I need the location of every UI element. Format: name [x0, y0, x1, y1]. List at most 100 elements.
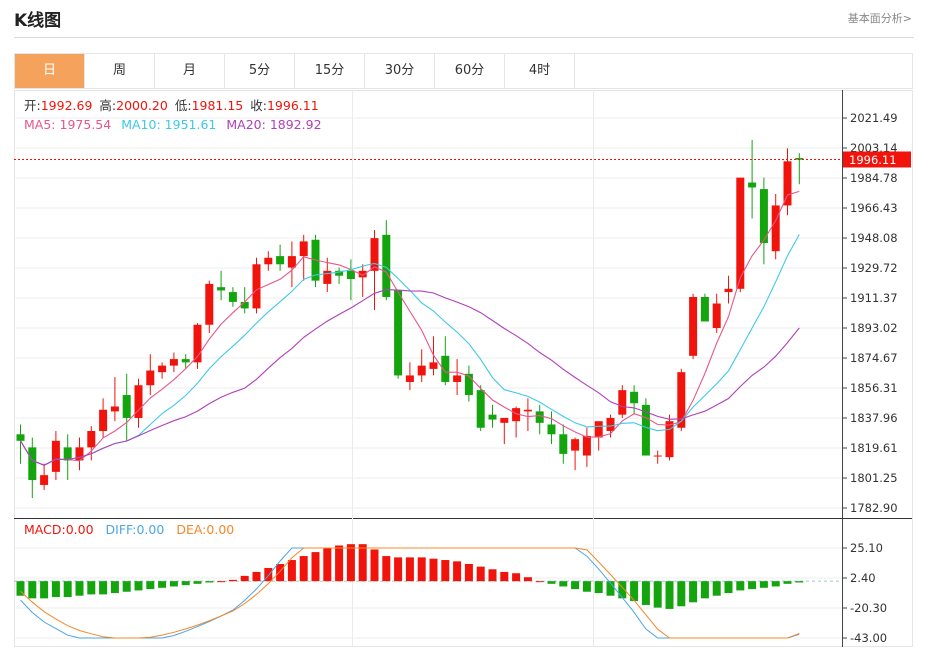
macd-tick-label: -20.30	[850, 601, 887, 615]
macd-bar	[512, 573, 521, 582]
macd-bar	[464, 563, 473, 582]
candle-body	[63, 447, 72, 461]
candle-body	[146, 370, 155, 386]
last-price-label: 1996.11	[849, 153, 897, 167]
macd-bar	[181, 581, 190, 586]
candle	[87, 426, 96, 461]
candle	[630, 385, 639, 415]
header-divider	[14, 37, 914, 38]
tab-month[interactable]: 月	[155, 54, 225, 88]
high-label: 高:	[99, 98, 116, 113]
macd-tick-label: 2.40	[850, 571, 876, 585]
candle	[382, 220, 391, 301]
macd-bar	[582, 581, 591, 592]
macd-bar	[724, 581, 733, 594]
candle-body	[795, 158, 804, 160]
candle	[700, 293, 709, 322]
candle	[228, 287, 237, 307]
price-tick-label: 1856.31	[850, 381, 898, 395]
candle-body	[335, 270, 344, 276]
candle-body	[40, 475, 49, 485]
ma10-line	[20, 234, 800, 466]
candle-body	[122, 395, 131, 418]
candle	[276, 244, 285, 271]
candle	[476, 385, 485, 432]
candle-body	[736, 177, 745, 289]
candle-body	[712, 303, 721, 329]
tab-day[interactable]: 日	[15, 54, 85, 88]
candle	[441, 336, 450, 386]
candle-body	[594, 421, 603, 438]
tab-5min[interactable]: 5分	[225, 54, 295, 88]
macd-bar	[134, 581, 143, 591]
ma20-label: MA20:	[226, 117, 265, 132]
candle-body	[299, 241, 308, 257]
tab-4h[interactable]: 4时	[505, 54, 575, 88]
candle	[488, 404, 497, 428]
candle-body	[205, 283, 214, 325]
macd-tick-label: -43.00	[850, 631, 887, 645]
candle	[28, 437, 37, 499]
candle-body	[771, 205, 780, 252]
candle	[146, 354, 155, 396]
candle-body	[523, 409, 532, 412]
tab-30min[interactable]: 30分	[365, 54, 435, 88]
price-tick-label: 1819.61	[850, 441, 898, 455]
macd-bar	[771, 581, 780, 587]
candle-body	[630, 391, 639, 404]
macd-bar	[169, 581, 178, 587]
candle-body	[99, 409, 108, 432]
diff-label: DIFF:	[106, 522, 137, 537]
macd-bar	[205, 581, 214, 583]
close-label: 收:	[250, 98, 267, 113]
macd-bar	[99, 581, 108, 595]
candle-body	[405, 375, 414, 382]
candle-body	[641, 404, 650, 456]
candle	[75, 437, 84, 471]
candle	[358, 264, 367, 297]
macd-bar	[571, 581, 580, 590]
price-tick-label: 1893.02	[850, 321, 898, 335]
candle	[453, 359, 462, 396]
tab-week[interactable]: 周	[85, 54, 155, 88]
candle	[759, 177, 768, 265]
low-label: 低:	[175, 98, 192, 113]
price-tick-label: 1837.96	[850, 411, 898, 425]
candle	[712, 293, 721, 333]
tab-60min[interactable]: 60分	[435, 54, 505, 88]
candle-body	[169, 359, 178, 366]
macd-bar	[653, 581, 662, 608]
macd-bar	[417, 557, 426, 582]
macd-bar	[476, 566, 485, 582]
tab-15min[interactable]: 15分	[295, 54, 365, 88]
macd-bar	[559, 581, 568, 587]
macd-bar	[122, 581, 131, 592]
header: K线图 基本面分析>	[0, 0, 928, 38]
candle	[464, 365, 473, 402]
macd-bar	[382, 556, 391, 582]
macd-bar	[217, 581, 226, 583]
macd-bar	[346, 544, 355, 582]
candle-body	[488, 414, 497, 420]
analysis-link[interactable]: 基本面分析>	[847, 12, 912, 25]
candle	[665, 414, 674, 461]
svg-text:开:1992.69高:2000.20低:1981.15收:1: 开:1992.69 高:2000.20 低:1981.15 收:1996.11	[24, 98, 319, 113]
candle-body	[689, 296, 698, 356]
candle-body	[665, 421, 674, 458]
macd-bar	[759, 581, 768, 588]
ma20-value: 1892.92	[270, 117, 322, 132]
macd-bar	[193, 581, 202, 584]
macd-bar	[63, 581, 72, 598]
macd-bar	[51, 581, 60, 598]
price-tick-label: 1874.67	[850, 351, 898, 365]
candle-body	[464, 373, 473, 396]
candle	[394, 290, 403, 379]
candle	[122, 373, 131, 441]
ma5-label: MA5:	[24, 117, 56, 132]
macd-bar	[264, 567, 273, 582]
candle	[405, 362, 414, 391]
candle	[500, 417, 509, 445]
